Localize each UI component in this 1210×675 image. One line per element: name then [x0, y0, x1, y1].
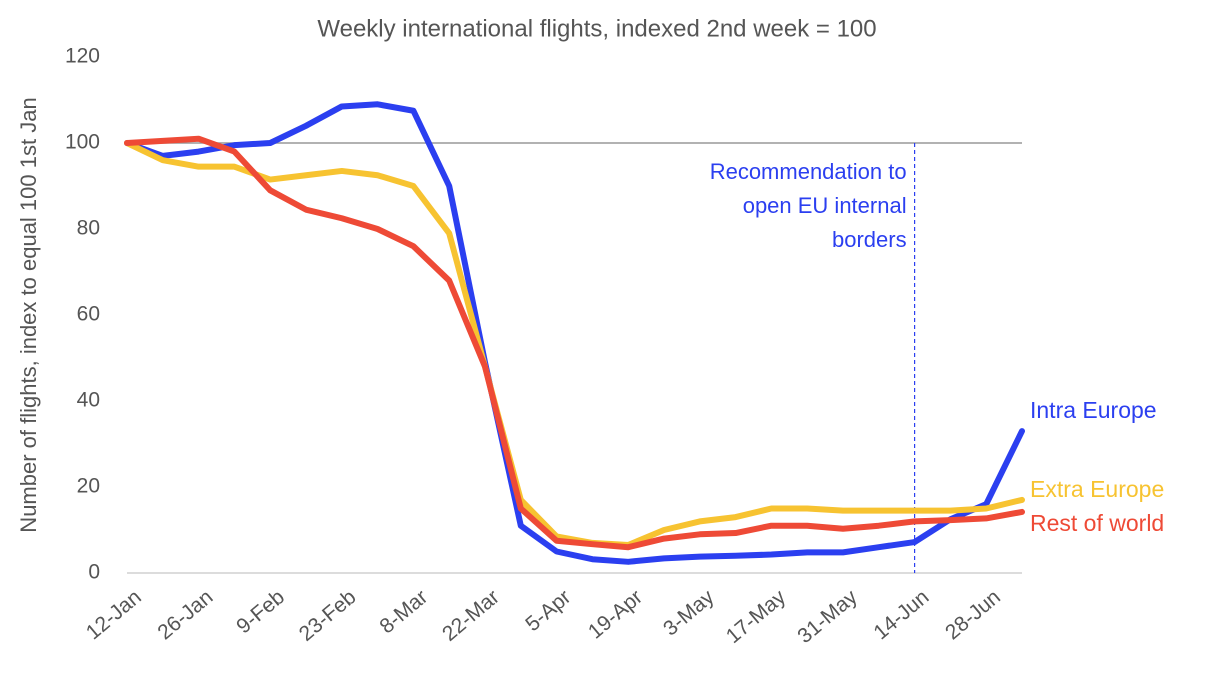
- y-axis-label: Number of flights, index to equal 100 1s…: [16, 97, 41, 532]
- x-tick-label: 12-Jan: [82, 585, 146, 644]
- x-tick-label: 22-Mar: [438, 585, 504, 645]
- series-label: Rest of world: [1030, 510, 1164, 536]
- y-tick-label: 100: [65, 131, 100, 154]
- series-label: Extra Europe: [1030, 476, 1164, 502]
- x-tick-label: 9-Feb: [232, 585, 289, 638]
- y-tick-label: 20: [77, 475, 100, 498]
- x-tick-label: 14-Jun: [869, 585, 933, 644]
- series-line: [124, 101, 1025, 565]
- y-tick-label: 40: [77, 389, 100, 412]
- chart-title: Weekly international flights, indexed 2n…: [317, 15, 876, 42]
- x-tick-label: 8-Mar: [375, 585, 432, 638]
- annotation-text: borders: [832, 227, 907, 252]
- series-label: Intra Europe: [1030, 397, 1157, 423]
- x-tick-label: 17-May: [722, 585, 791, 648]
- y-tick-label: 120: [65, 45, 100, 68]
- x-tick-label: 31-May: [793, 585, 862, 648]
- x-tick-label: 3-May: [659, 585, 719, 640]
- y-tick-label: 80: [77, 217, 100, 240]
- y-tick-label: 0: [88, 561, 100, 584]
- y-tick-label: 60: [77, 303, 100, 326]
- x-tick-label: 28-Jun: [941, 585, 1005, 644]
- series-line: [124, 135, 1025, 551]
- x-tick-label: 23-Feb: [295, 585, 361, 645]
- x-tick-label: 5-Apr: [521, 585, 575, 636]
- annotation-text: open EU internal: [743, 193, 907, 218]
- annotation-text: Recommendation to: [710, 159, 907, 184]
- x-tick-label: 26-Jan: [153, 585, 217, 644]
- x-tick-label: 19-Apr: [584, 585, 647, 643]
